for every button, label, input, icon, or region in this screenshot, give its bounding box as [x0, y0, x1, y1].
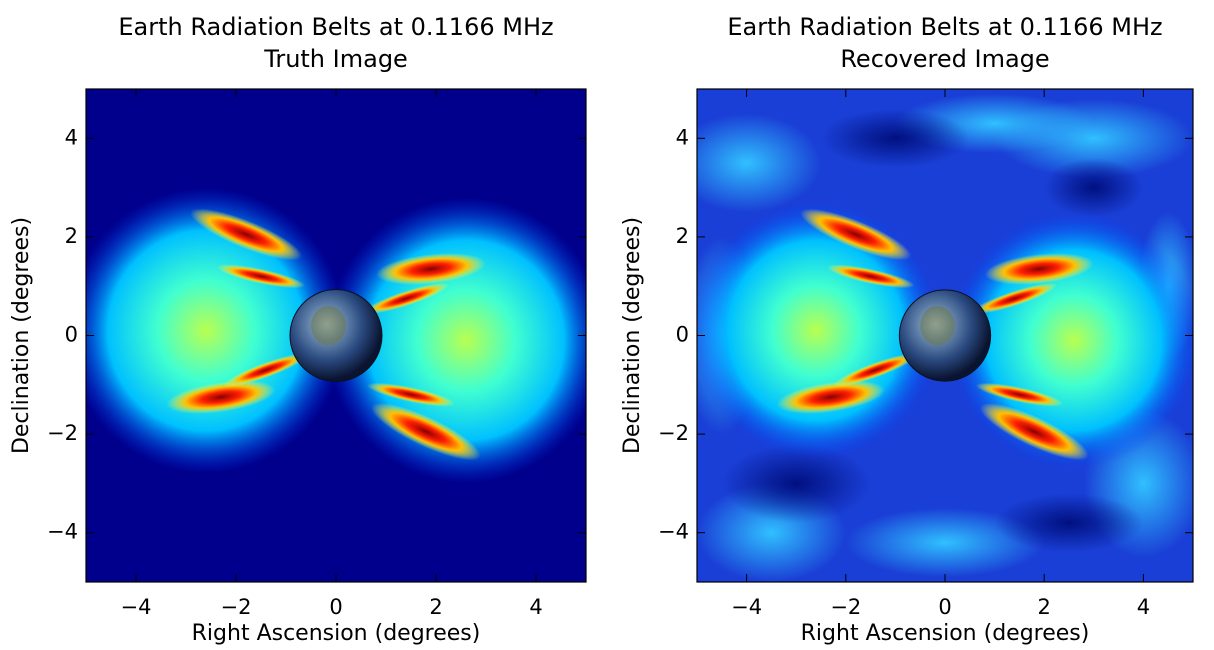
y-tick-label: 2: [65, 224, 78, 248]
y-tick-label: 4: [65, 125, 78, 149]
x-axis-label: Right Ascension (degrees): [801, 621, 1090, 646]
image-layer: [66, 89, 606, 582]
x-tick-label: 4: [529, 595, 542, 619]
x-tick-label: −2: [830, 595, 861, 619]
y-tick-label: 0: [676, 323, 689, 347]
noise-patch: [672, 114, 821, 213]
y-tick-label: 2: [676, 224, 689, 248]
y-axis-label: Declination (degrees): [9, 217, 34, 454]
noise-patch: [1044, 158, 1143, 217]
x-tick-label: −4: [121, 595, 152, 619]
x-tick-label: 0: [938, 595, 951, 619]
y-tick-label: 0: [65, 323, 78, 347]
y-tick-label: 4: [676, 125, 689, 149]
chart-title: Earth Radiation Belts at 0.1166 MHz: [727, 13, 1162, 41]
earth-land: [311, 306, 346, 345]
chart-title: Earth Radiation Belts at 0.1166 MHz: [118, 13, 553, 41]
x-tick-label: 0: [329, 595, 342, 619]
x-axis-label: Right Ascension (degrees): [192, 621, 481, 646]
noise-patch: [821, 109, 970, 168]
earth-land: [920, 306, 955, 345]
chart-subtitle: Recovered Image: [840, 45, 1049, 73]
x-tick-label: 2: [429, 595, 442, 619]
y-tick-label: −4: [47, 520, 78, 544]
x-tick-label: −2: [221, 595, 252, 619]
chart-subtitle: Truth Image: [263, 45, 408, 73]
y-tick-label: −4: [658, 520, 689, 544]
y-tick-label: −2: [658, 421, 689, 445]
figure: Earth Radiation Belts at 0.1166 MHz Truth…: [0, 0, 1214, 650]
noise-patch: [995, 493, 1144, 552]
x-tick-label: −4: [731, 595, 762, 619]
x-tick-label: 2: [1038, 595, 1051, 619]
y-tick-label: −2: [47, 421, 78, 445]
x-tick-label: 4: [1137, 595, 1150, 619]
y-axis-label: Declination (degrees): [620, 217, 645, 454]
image-layer: [672, 89, 1203, 582]
